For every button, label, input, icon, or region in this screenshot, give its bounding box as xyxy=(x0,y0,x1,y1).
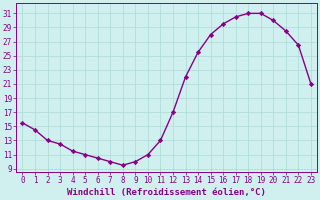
X-axis label: Windchill (Refroidissement éolien,°C): Windchill (Refroidissement éolien,°C) xyxy=(67,188,266,197)
